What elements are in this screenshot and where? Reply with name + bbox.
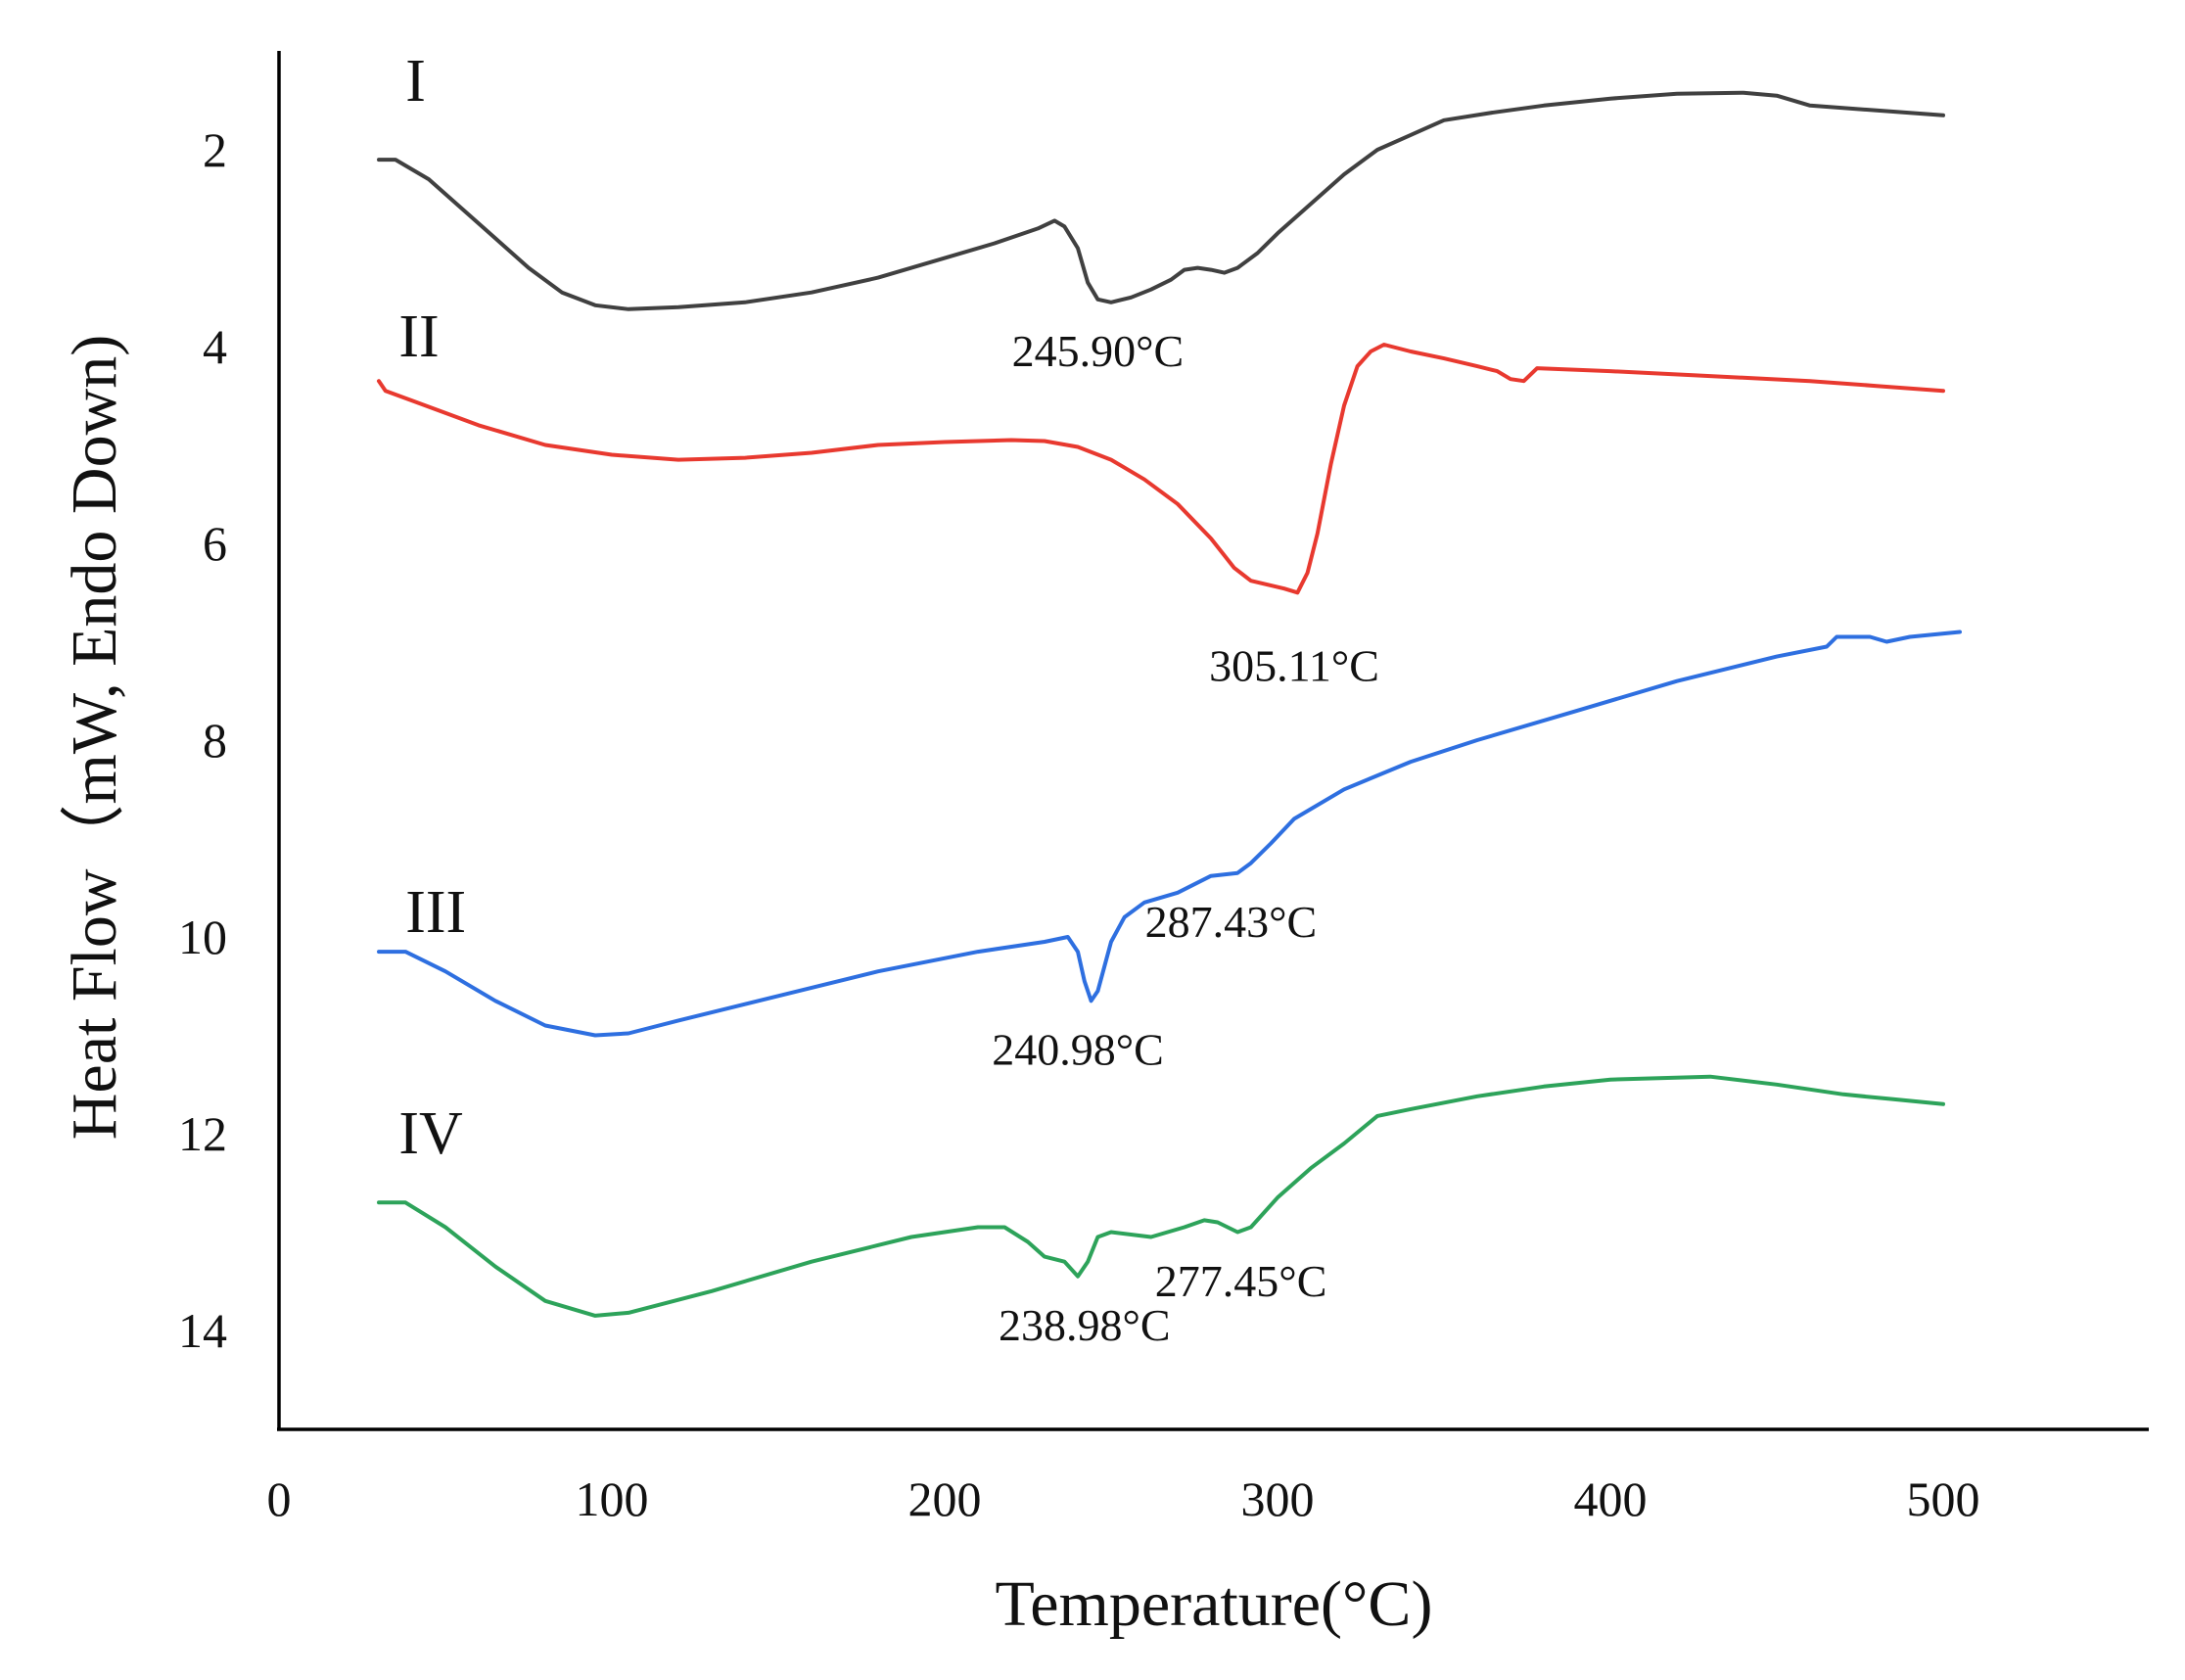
x-tick-labels: 0 100 200 300 400 500	[267, 1471, 1980, 1526]
peak-annotation: 245.90°C	[1012, 326, 1185, 376]
x-tick-label: 200	[908, 1471, 982, 1526]
series-label-ii: II	[398, 303, 439, 370]
x-tick-label: 400	[1574, 1471, 1648, 1526]
peak-annotation: 305.11°C	[1209, 641, 1379, 691]
y-tick-label: 6	[203, 516, 227, 571]
peak-annotation: 240.98°C	[992, 1025, 1164, 1075]
x-tick-label: 0	[267, 1471, 292, 1526]
y-tick-label: 4	[203, 319, 227, 374]
x-tick-label: 100	[576, 1471, 649, 1526]
series-line-ii	[377, 343, 1945, 595]
x-tick-label: 500	[1907, 1471, 1980, 1526]
y-tick-label: 14	[178, 1303, 227, 1358]
series-label-iv: IV	[398, 1100, 463, 1167]
series-line-i	[377, 90, 1945, 311]
y-tick-label: 2	[203, 122, 227, 177]
annotation-layer: 245.90°C 305.11°C 287.43°C 240.98°C 277.45°C…	[992, 326, 1379, 1350]
peak-annotation: 277.45°C	[1155, 1256, 1327, 1306]
y-tick-label: 10	[178, 910, 227, 964]
y-tick-labels: 2 4 6 8 10 12 14	[178, 122, 227, 1358]
peak-annotation: 238.98°C	[999, 1300, 1171, 1350]
y-axis-title: Heat Flow（mW, Endo Down)	[59, 335, 130, 1141]
series-label-i: I	[405, 48, 426, 115]
x-tick-label: 300	[1241, 1471, 1315, 1526]
peak-annotation: 287.43°C	[1145, 897, 1318, 947]
series-label-iii: III	[405, 879, 466, 946]
y-tick-label: 12	[178, 1106, 227, 1161]
x-axis-title: Temperature(°C)	[996, 1568, 1433, 1640]
series-line-iii	[377, 630, 1962, 1038]
series-line-iv	[377, 1074, 1945, 1318]
y-tick-label: 8	[203, 713, 227, 768]
